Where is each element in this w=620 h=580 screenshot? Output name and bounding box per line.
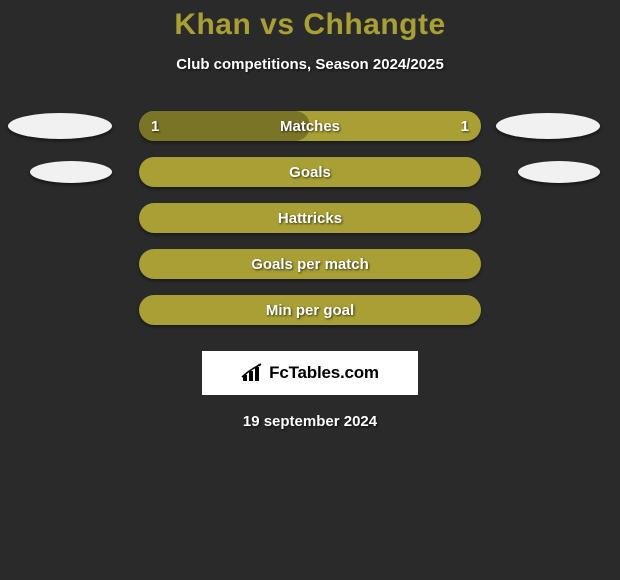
page-subtitle: Club competitions, Season 2024/2025	[0, 56, 620, 73]
stat-bar: Goals per match	[139, 249, 481, 279]
stat-label: Hattricks	[278, 210, 342, 227]
right-ellipse	[518, 161, 600, 183]
branding-link[interactable]: FcTables.com	[202, 351, 418, 395]
stat-bar: Min per goal	[139, 295, 481, 325]
stat-right-value: 1	[461, 118, 469, 135]
stat-label: Goals per match	[251, 256, 369, 273]
stat-label: Goals	[289, 164, 331, 181]
right-ellipse	[496, 113, 600, 139]
branding-text: FcTables.com	[269, 363, 379, 383]
stat-bar: Hattricks	[139, 203, 481, 233]
bar-chart-icon	[241, 363, 265, 383]
stat-row-goals-per-match: Goals per match	[0, 249, 620, 279]
left-ellipse	[30, 161, 112, 183]
stat-rows: 1 Matches 1 Goals Hattricks Goals per ma…	[0, 111, 620, 325]
stat-bar: 1 Matches 1	[139, 111, 481, 141]
stat-row-min-per-goal: Min per goal	[0, 295, 620, 325]
footer-date: 19 september 2024	[0, 413, 620, 430]
stat-row-hattricks: Hattricks	[0, 203, 620, 233]
stat-left-value: 1	[151, 118, 159, 135]
stat-label: Min per goal	[266, 302, 354, 319]
stat-row-goals: Goals	[0, 157, 620, 187]
stat-bar: Goals	[139, 157, 481, 187]
stat-row-matches: 1 Matches 1	[0, 111, 620, 141]
page-title: Khan vs Chhangte	[0, 8, 620, 42]
left-ellipse	[8, 113, 112, 139]
stat-label: Matches	[280, 118, 340, 135]
stats-card: Khan vs Chhangte Club competitions, Seas…	[0, 0, 620, 430]
